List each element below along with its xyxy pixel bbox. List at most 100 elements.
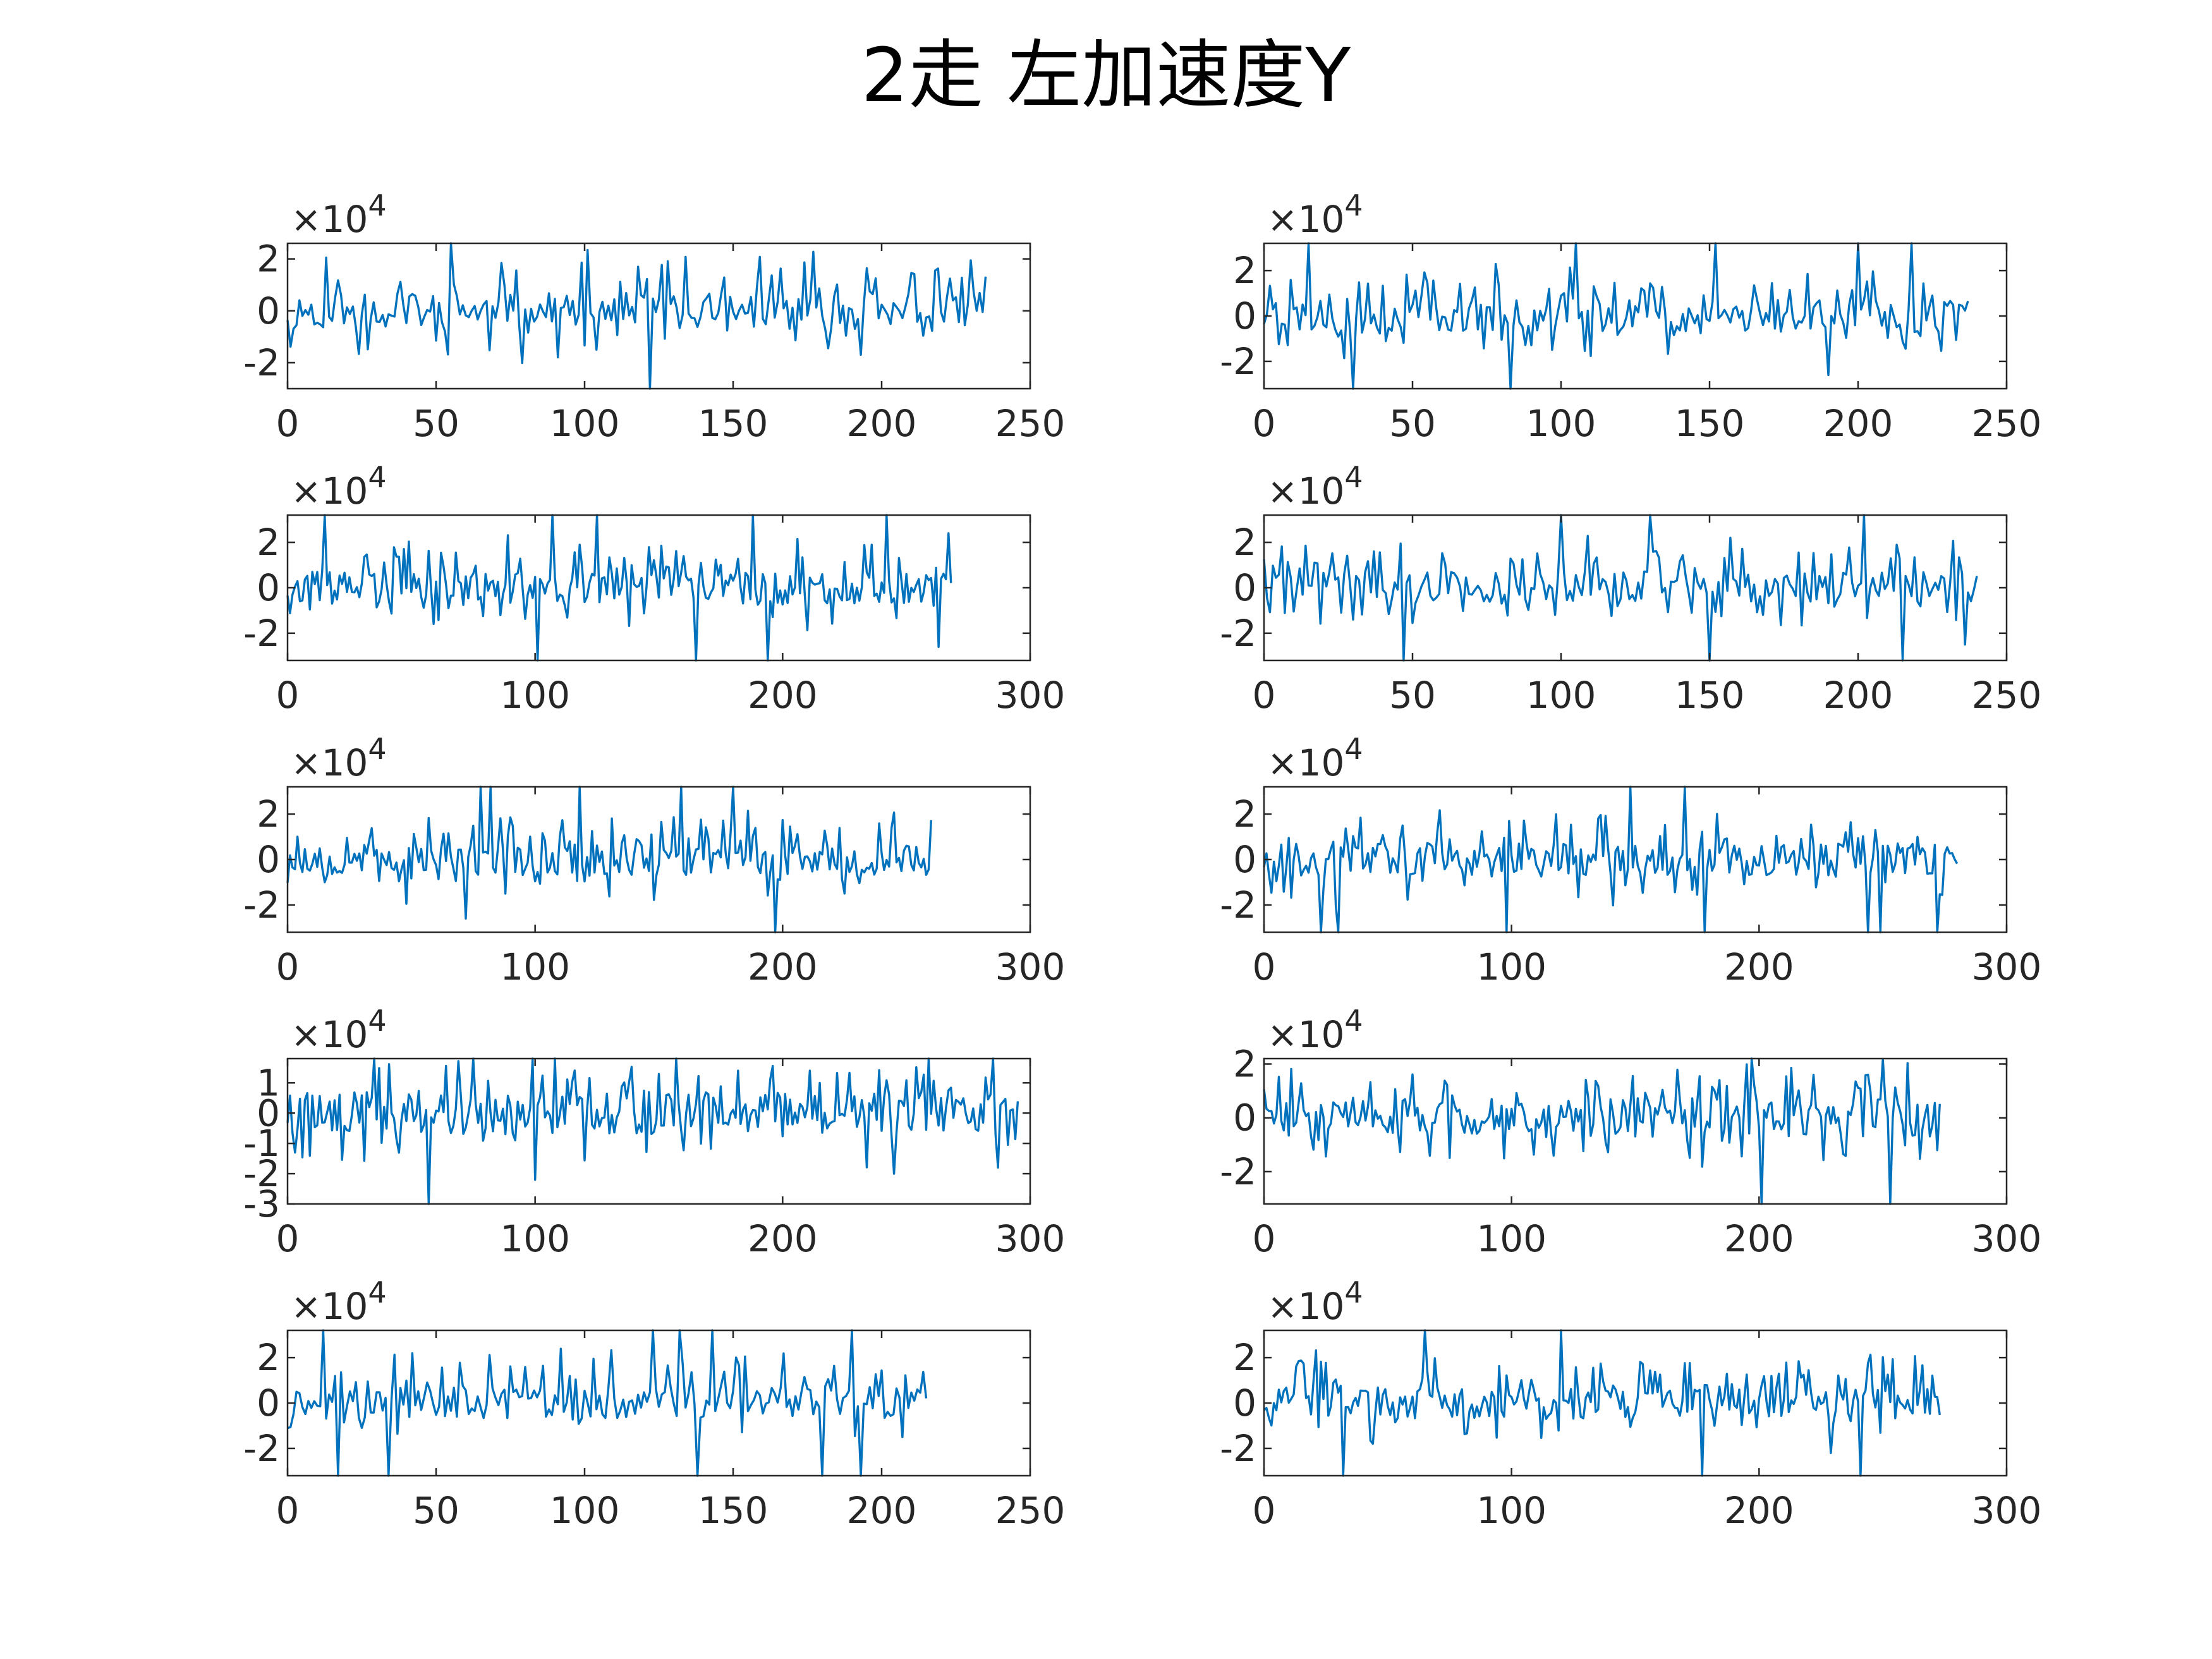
subplot-5: 0 100 200 300-202×104 (243, 732, 1065, 988)
y-tick-label: -2 (1220, 1427, 1256, 1470)
y-tick-label: 2 (257, 793, 280, 836)
y-tick-label: 0 (257, 566, 280, 609)
subplot-6: 0 100 200 300-202×104 (1220, 732, 2041, 988)
series-line (1263, 1329, 1941, 1477)
y-tick-label: 2 (1233, 1043, 1256, 1086)
exponent-label: ×104 (291, 1275, 387, 1328)
x-tick-label: 50 (413, 402, 459, 445)
x-tick-label: 100 (500, 674, 570, 717)
y-tick-label: -2 (1220, 1150, 1256, 1193)
exponent-label: ×104 (291, 188, 387, 241)
exponent-label: ×104 (291, 1004, 387, 1056)
x-tick-label: 250 (995, 1489, 1066, 1532)
x-tick-label: 100 (550, 402, 620, 445)
exponent-label: ×104 (291, 732, 387, 784)
series-line (1263, 786, 1959, 933)
x-tick-label: 200 (1724, 1217, 1794, 1260)
x-tick-label: 0 (1253, 945, 1276, 988)
axes-box (1263, 1057, 2008, 1205)
x-tick-label: 200 (748, 1217, 818, 1260)
y-tick-label: 0 (257, 289, 280, 332)
exponent-label: ×104 (1267, 460, 1363, 513)
subplot-1: 0 50 100 150 200 250 -2 0 2 ×104 (243, 188, 1065, 445)
x-tick-label: 0 (1253, 674, 1276, 717)
y-tick-label: -2 (243, 1427, 280, 1470)
x-tick-label: 250 (1972, 674, 2042, 717)
subplot-4: 0 50 100 150 200 250-202×104 (1220, 460, 2041, 717)
x-tick-label: 0 (276, 402, 300, 445)
series-line (287, 1329, 928, 1477)
x-tick-label: 200 (748, 674, 818, 717)
y-tick-label: 0 (257, 1091, 280, 1134)
x-tick-label: 100 (500, 945, 570, 988)
subplot-2: 0 50 100 150 200 250-202×104 (1220, 188, 2041, 445)
y-tick-label: 2 (1233, 521, 1256, 564)
y-tick-label: -2 (1220, 612, 1256, 655)
y-tick-label: 0 (1233, 1382, 1256, 1425)
y-tick-label: 0 (1233, 1097, 1256, 1139)
y-tick-label: 0 (1233, 295, 1256, 337)
x-tick-label: 200 (847, 402, 917, 445)
y-tick-label: -2 (243, 612, 280, 655)
exponent-label: ×104 (1267, 188, 1363, 241)
x-tick-label: 200 (1823, 402, 1893, 445)
x-tick-label: 100 (1526, 402, 1596, 445)
subplot-8: 0 100 200 300 -2 0 2 ×104 (1220, 1004, 2041, 1260)
y-tick-label: 0 (1233, 838, 1256, 881)
y-tick-label: 2 (1233, 249, 1256, 292)
x-tick-label: 0 (1253, 1217, 1276, 1260)
figure-title: 2走 左加速度Y (861, 32, 1351, 119)
series-line (286, 786, 932, 933)
x-tick-label: 250 (1972, 402, 2042, 445)
y-tick-label: -2 (243, 1152, 280, 1195)
series-line (286, 514, 952, 662)
subplot-9: 0 50 100 150 200 250-202×104 (243, 1275, 1065, 1532)
x-tick-label: 300 (1972, 1217, 2042, 1260)
x-tick-label: 300 (1972, 1489, 2042, 1532)
x-tick-label: 100 (1476, 1217, 1547, 1260)
y-tick-label: -2 (243, 341, 280, 384)
exponent-label: ×104 (1267, 1004, 1363, 1056)
axes-box (286, 1057, 1031, 1205)
y-tick-label: -2 (1220, 884, 1256, 927)
x-tick-label: 0 (276, 1489, 300, 1532)
x-tick-label: 200 (748, 945, 818, 988)
y-tick-label: 2 (257, 238, 280, 281)
x-tick-label: 300 (1972, 945, 2042, 988)
y-tick-label: 2 (257, 521, 280, 564)
subplot-10: 0 100 200 300-202×104 (1220, 1275, 2041, 1532)
x-tick-label: 0 (1253, 402, 1276, 445)
x-tick-label: 300 (995, 674, 1066, 717)
x-tick-label: 300 (995, 1217, 1066, 1260)
x-tick-label: 200 (1724, 1489, 1794, 1532)
x-tick-label: 150 (1675, 674, 1745, 717)
x-tick-label: 100 (500, 1217, 570, 1260)
x-tick-label: 0 (276, 674, 300, 717)
x-tick-label: 150 (698, 402, 769, 445)
x-tick-label: 200 (1724, 945, 1794, 988)
y-tick-label: 2 (257, 1336, 280, 1379)
axes-box (1263, 242, 2008, 390)
subplot-7: 0 100 200 300-3-2-101×104 (243, 1004, 1065, 1260)
y-tick-label: -2 (243, 884, 280, 927)
series-line (1263, 1057, 1941, 1205)
y-tick-label: 0 (257, 838, 280, 881)
series-line (1263, 514, 1978, 662)
exponent-label: ×104 (1267, 1275, 1363, 1328)
y-tick-label: -1 (243, 1122, 280, 1165)
x-tick-label: 100 (1476, 945, 1547, 988)
x-tick-label: 100 (1526, 674, 1596, 717)
x-tick-label: 150 (1675, 402, 1745, 445)
series-line (286, 242, 987, 390)
x-tick-label: 100 (1476, 1489, 1547, 1532)
y-tick-label: -3 (243, 1182, 280, 1225)
series-line (286, 1057, 1019, 1205)
x-tick-label: 0 (276, 945, 300, 988)
y-tick-label: -2 (1220, 340, 1256, 383)
y-tick-label: 1 (257, 1061, 280, 1104)
x-tick-label: 50 (1389, 674, 1436, 717)
x-tick-label: 200 (847, 1489, 917, 1532)
y-tick-label: 0 (1233, 566, 1256, 609)
x-tick-label: 300 (995, 945, 1066, 988)
